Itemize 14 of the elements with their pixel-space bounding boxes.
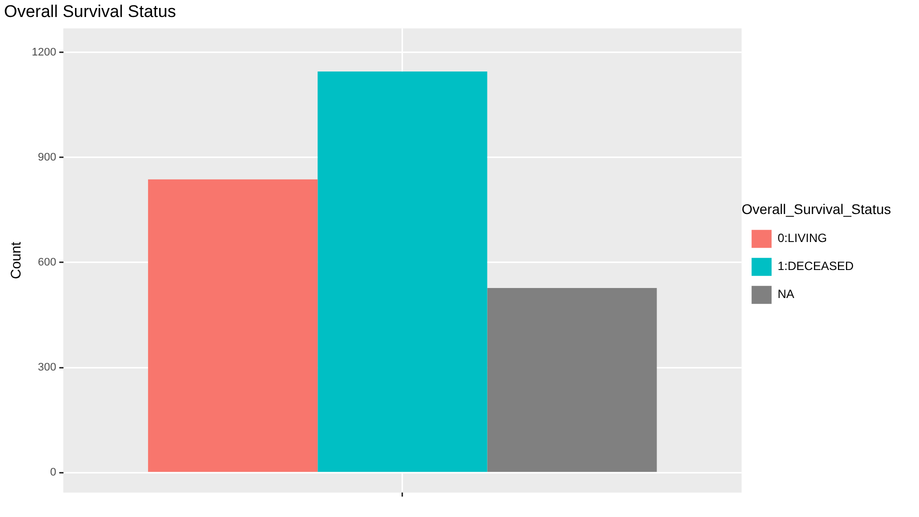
bar	[318, 71, 488, 472]
y-tick-label: 1200	[32, 46, 56, 58]
chart-title: Overall Survival Status	[4, 2, 176, 21]
legend-label: 0:LIVING	[778, 231, 827, 246]
y-tick-label: 0	[50, 466, 56, 479]
y-tick-label: 600	[38, 256, 56, 268]
bar	[487, 288, 657, 472]
y-axis-title: Count	[7, 242, 24, 280]
y-tick-label: 900	[38, 151, 56, 164]
bar	[148, 179, 318, 472]
legend-label: 1:DECEASED	[778, 259, 854, 274]
legend-label: NA	[778, 287, 794, 302]
y-tick-label: 300	[38, 362, 56, 374]
legend-title: Overall_Survival_Status	[742, 200, 892, 217]
